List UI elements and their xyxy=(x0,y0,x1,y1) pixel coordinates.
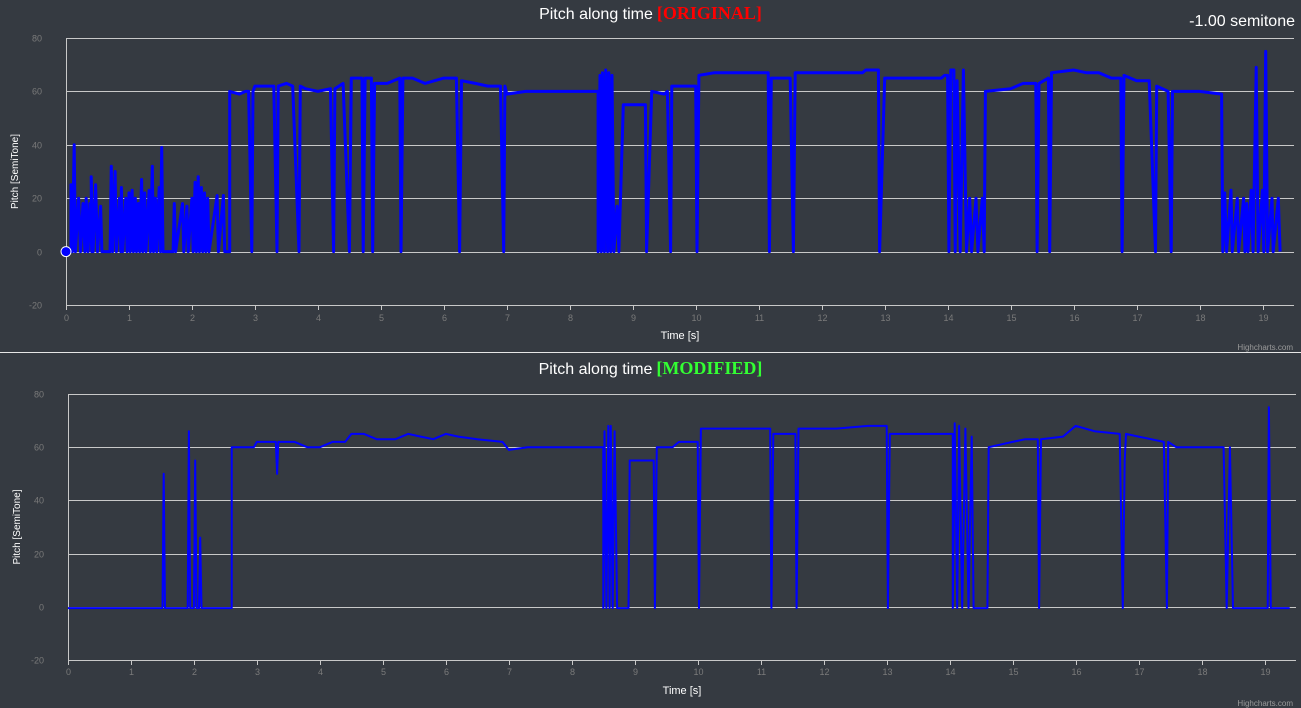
x-tick-label: 7 xyxy=(507,667,512,677)
credits-link[interactable]: Highcharts.com xyxy=(1237,699,1293,708)
y-tick-label: 0 xyxy=(37,248,42,258)
chart-title-original: Pitch along time [ORIGINAL] xyxy=(0,3,1301,24)
x-tick-label: 2 xyxy=(192,667,197,677)
y-tick-label: 40 xyxy=(34,496,44,506)
x-tick-label: 12 xyxy=(817,313,827,323)
y-tick-label: 20 xyxy=(34,550,44,560)
chart-title-modified: Pitch along time [MODIFIED] xyxy=(0,358,1301,379)
chart-title-text: Pitch along time xyxy=(538,361,653,378)
x-tick-label: 14 xyxy=(945,667,955,677)
y-axis-title: Pitch [SemiTone] xyxy=(10,134,21,209)
x-tick-label: 9 xyxy=(633,667,638,677)
x-tick-label: 19 xyxy=(1258,313,1268,323)
x-tick-label: 13 xyxy=(882,667,892,677)
credits-link[interactable]: Highcharts.com xyxy=(1237,343,1293,352)
y-axis-title: Pitch [SemiTone] xyxy=(12,489,23,564)
y-tick-label: 0 xyxy=(39,603,44,613)
y-tick-label: 60 xyxy=(34,443,44,453)
x-tick-label: 0 xyxy=(64,313,69,323)
y-tick-label: -20 xyxy=(31,656,44,666)
x-tick-label: 16 xyxy=(1071,667,1081,677)
panel-divider xyxy=(0,352,1301,353)
x-tick-label: 1 xyxy=(127,313,132,323)
x-tick-label: 16 xyxy=(1069,313,1079,323)
x-tick-label: 11 xyxy=(757,667,766,677)
x-tick-label: 5 xyxy=(379,313,384,323)
pitch-series-line xyxy=(68,406,1290,610)
x-axis-title: Time [s] xyxy=(661,330,700,342)
x-tick-label: 4 xyxy=(316,313,321,323)
y-tick-label: 80 xyxy=(32,34,42,44)
x-tick-label: 8 xyxy=(570,667,575,677)
x-tick-label: 8 xyxy=(568,313,573,323)
x-tick-label: 11 xyxy=(755,313,764,323)
x-tick-label: 6 xyxy=(442,313,447,323)
x-tick-label: 9 xyxy=(631,313,636,323)
y-tick-label: 40 xyxy=(32,141,42,151)
x-tick-label: 7 xyxy=(505,313,510,323)
x-tick-label: 1 xyxy=(129,667,134,677)
x-tick-label: 18 xyxy=(1195,313,1205,323)
x-tick-label: 4 xyxy=(318,667,323,677)
x-tick-label: 17 xyxy=(1132,313,1142,323)
x-tick-label: 0 xyxy=(66,667,71,677)
y-tick-label: 20 xyxy=(32,194,42,204)
pitch-series-line xyxy=(66,49,1282,254)
x-tick-label: 12 xyxy=(819,667,829,677)
y-tick-label: -20 xyxy=(29,301,42,311)
x-axis-title: Time [s] xyxy=(663,685,702,697)
semitone-shift-label: -1.00 semitone xyxy=(1189,13,1295,30)
y-tick-label: 60 xyxy=(32,87,42,97)
x-tick-label: 14 xyxy=(943,313,953,323)
x-tick-label: 18 xyxy=(1197,667,1207,677)
x-tick-label: 19 xyxy=(1260,667,1270,677)
y-tick-label: 80 xyxy=(34,390,44,400)
chart-tag-modified: [MODIFIED] xyxy=(656,358,763,378)
x-tick-label: 3 xyxy=(255,667,260,677)
chart-panel-modified: Pitch along time [MODIFIED] -20 0 20 40 60 80 0… xyxy=(0,353,1301,708)
pitch-marker-point xyxy=(60,246,72,258)
x-tick-label: 2 xyxy=(190,313,195,323)
x-tick-label: 15 xyxy=(1006,313,1016,323)
x-tick-label: 6 xyxy=(444,667,449,677)
x-tick-label: 10 xyxy=(693,667,703,677)
x-tick-label: 15 xyxy=(1008,667,1018,677)
chart-tag-original: [ORIGINAL] xyxy=(656,3,762,23)
x-tick-label: 17 xyxy=(1134,667,1144,677)
x-tick-label: 13 xyxy=(880,313,890,323)
x-tick-label: 5 xyxy=(381,667,386,677)
x-tick-label: 3 xyxy=(253,313,258,323)
x-tick-label: 10 xyxy=(691,313,701,323)
chart-title-text: Pitch along time xyxy=(539,6,653,23)
chart-panel-original: Pitch along time [ORIGINAL] -1.00 semiton… xyxy=(0,0,1301,352)
